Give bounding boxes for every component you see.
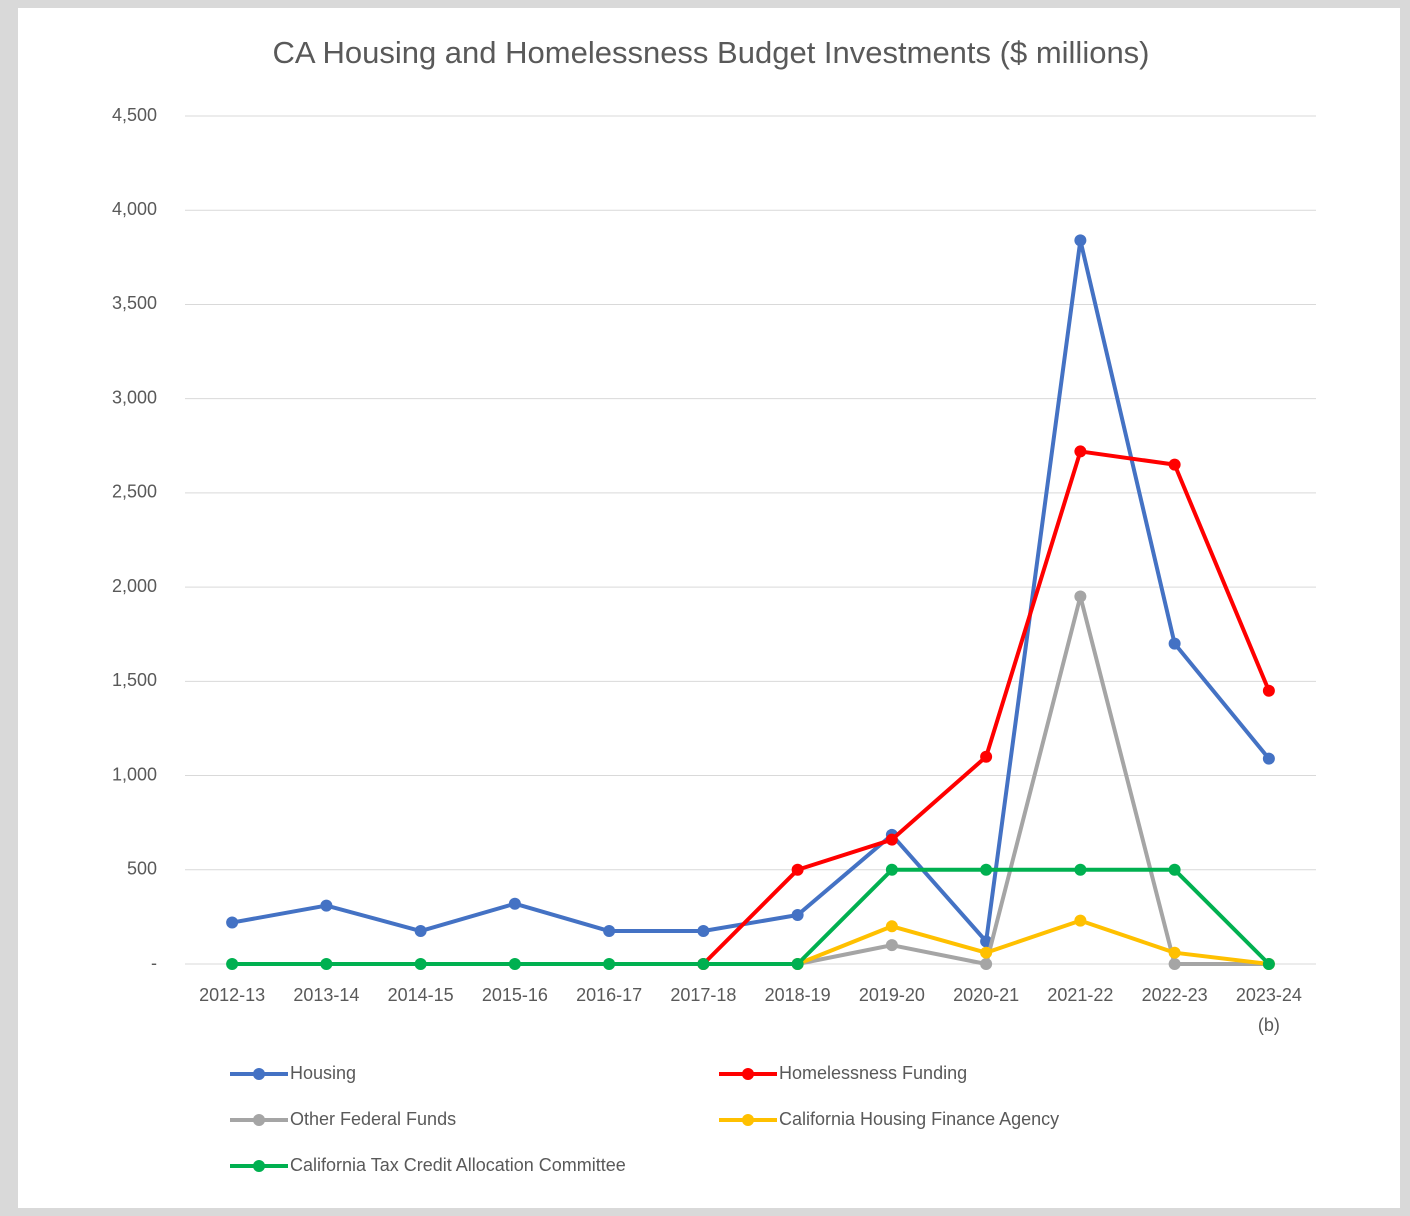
x-tick-label: 2012-13	[199, 985, 266, 1005]
x-tick-label: 2021-22	[1047, 985, 1114, 1005]
data-point	[320, 958, 333, 970]
x-tick-label: 2019-20	[858, 985, 925, 1005]
x-tick-label: 2017-18	[670, 985, 737, 1005]
x-tick-label: 2013-14	[293, 985, 360, 1005]
data-point	[1074, 234, 1087, 247]
series-line	[701, 449, 1271, 966]
chart-title: CA Housing and Homelessness Budget Inves…	[272, 35, 1149, 70]
data-point	[885, 939, 898, 952]
y-tick-label: 1,000	[112, 764, 157, 784]
data-point	[1074, 445, 1087, 458]
data-point	[508, 958, 521, 970]
chart-area: CA Housing and Homelessness Budget Inves…	[18, 8, 1400, 1208]
data-point	[414, 958, 427, 970]
y-tick-label: -	[151, 953, 157, 973]
y-tick-label: 2,000	[112, 576, 157, 596]
data-point	[1168, 637, 1181, 650]
y-tick-label: 3,000	[112, 387, 157, 407]
data-point	[1074, 914, 1087, 927]
y-tick-label: 4,000	[112, 199, 157, 219]
data-point	[226, 958, 239, 970]
data-point	[1168, 863, 1181, 876]
series-line	[231, 238, 1271, 944]
data-point	[1262, 752, 1275, 765]
data-point	[980, 958, 993, 970]
legend-label: California Tax Credit Allocation Committ…	[290, 1155, 626, 1175]
data-point	[1168, 958, 1181, 970]
data-point	[980, 946, 993, 959]
data-point	[226, 916, 239, 929]
series-line	[796, 918, 1270, 966]
data-point	[603, 925, 616, 938]
data-point	[1074, 863, 1087, 876]
y-tick-label: 500	[127, 859, 157, 879]
data-point	[885, 920, 898, 933]
x-tick-label: 2014-15	[387, 985, 454, 1005]
data-point	[885, 863, 898, 876]
y-tick-label: 4,500	[112, 105, 157, 125]
legend-marker	[253, 1114, 265, 1126]
data-point	[980, 750, 993, 763]
data-point	[414, 925, 427, 938]
data-point	[980, 863, 993, 876]
data-point	[697, 925, 710, 938]
x-tick-label: 2016-17	[576, 985, 643, 1005]
data-point	[885, 833, 898, 846]
legend-label: Housing	[290, 1063, 356, 1083]
data-point	[791, 958, 804, 970]
data-point	[697, 958, 710, 970]
data-point	[791, 909, 804, 922]
data-point	[1168, 458, 1181, 471]
x-tick-label: 2020-21	[953, 985, 1020, 1005]
y-tick-label: 2,500	[112, 482, 157, 502]
series-line	[232, 867, 1271, 966]
legend-marker	[253, 1160, 265, 1172]
data-point	[320, 899, 333, 912]
legend-marker	[253, 1068, 265, 1080]
chart: CA Housing and Homelessness Budget Inves…	[112, 35, 1316, 1175]
legend-label: Homelessness Funding	[779, 1063, 967, 1083]
legend-label: Other Federal Funds	[290, 1109, 456, 1129]
data-point	[603, 958, 616, 970]
x-tick-label: 2015-16	[481, 985, 548, 1005]
x-tick-label: 2023-24 (b)	[1235, 985, 1302, 1035]
legend-marker	[742, 1068, 754, 1080]
y-tick-label: 3,500	[112, 293, 157, 313]
data-point	[508, 897, 521, 910]
y-tick-label: 1,500	[112, 670, 157, 690]
data-point	[1262, 958, 1275, 970]
data-point	[791, 863, 804, 876]
data-point	[1168, 946, 1181, 959]
x-tick-label: 2022-23	[1141, 985, 1208, 1005]
x-tick-label: 2018-19	[764, 985, 831, 1005]
legend-label: California Housing Finance Agency	[779, 1109, 1059, 1129]
data-point	[1074, 590, 1087, 603]
data-point	[1262, 684, 1275, 697]
legend-marker	[742, 1114, 754, 1126]
series-line	[797, 594, 1269, 966]
